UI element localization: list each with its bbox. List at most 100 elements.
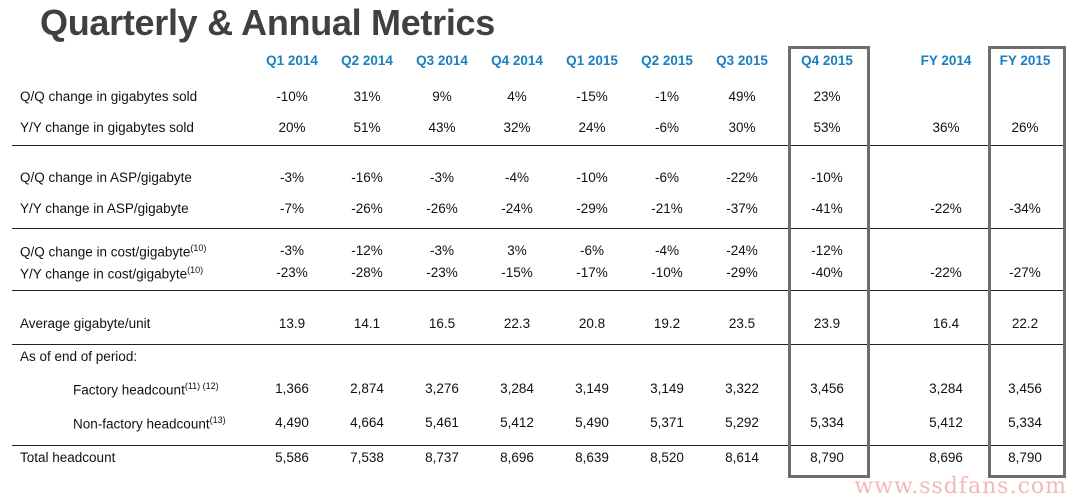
column-header: Q4 2014 — [491, 53, 543, 68]
table-cell: 5,490 — [575, 415, 609, 430]
row-label: Q/Q change in ASP/gigabyte — [20, 170, 192, 185]
table-cell: -24% — [501, 201, 533, 216]
table-cell: 5,412 — [500, 415, 534, 430]
table-cell: 43% — [428, 120, 456, 135]
row-label: Y/Y change in cost/gigabyte(10) — [20, 265, 204, 282]
column-header: Q4 2015 — [801, 53, 853, 68]
highlight-box-fy-2015 — [988, 46, 1066, 478]
table-cell: 19.2 — [653, 316, 681, 331]
table-cell: -40% — [811, 265, 843, 280]
table-cell: -22% — [930, 201, 962, 216]
table-cell: 14.1 — [353, 316, 381, 331]
footnote-ref: (10) — [187, 265, 204, 275]
table-cell: 31% — [353, 89, 381, 104]
highlight-box-q4-2015 — [788, 46, 870, 478]
table-cell: -27% — [1009, 265, 1041, 280]
table-cell: 1,366 — [275, 381, 309, 396]
table-cell: -4% — [654, 243, 679, 258]
table-cell: -12% — [811, 243, 843, 258]
table-cell: -29% — [576, 201, 608, 216]
table-cell: 23.5 — [728, 316, 756, 331]
table-cell: -3% — [429, 170, 454, 185]
row-label: Average gigabyte/unit — [20, 316, 151, 331]
row-label: Factory headcount(11) (12) — [73, 381, 219, 398]
table-cell: 3,276 — [425, 381, 459, 396]
column-header: Q2 2015 — [641, 53, 693, 68]
table-cell: 16.5 — [428, 316, 456, 331]
column-header: Q3 2014 — [416, 53, 468, 68]
table-cell: 3,322 — [725, 381, 759, 396]
table-cell: -3% — [279, 243, 304, 258]
table-cell: -17% — [576, 265, 608, 280]
table-cell: 3,456 — [810, 381, 844, 396]
table-cell: 3% — [507, 243, 527, 258]
table-cell: 5,586 — [275, 450, 309, 465]
row-label: Total headcount — [20, 450, 116, 465]
table-cell: -21% — [651, 201, 683, 216]
table-cell: 22.3 — [503, 316, 531, 331]
column-header: Q1 2015 — [566, 53, 618, 68]
table-cell: 20.8 — [578, 316, 606, 331]
table-cell: 3,456 — [1008, 381, 1042, 396]
table-cell: -22% — [726, 170, 758, 185]
column-header: FY 2014 — [920, 53, 972, 68]
divider — [12, 228, 1063, 229]
table-cell: -6% — [654, 170, 679, 185]
divider — [12, 145, 1063, 146]
table-cell: 8,696 — [500, 450, 534, 465]
table-cell: -10% — [576, 170, 608, 185]
table-cell: 8,790 — [810, 450, 844, 465]
table-cell: 36% — [932, 120, 960, 135]
table-cell: 5,334 — [810, 415, 844, 430]
table-cell: 8,696 — [929, 450, 963, 465]
column-header: FY 2015 — [999, 53, 1051, 68]
table-cell: -6% — [654, 120, 679, 135]
table-cell: 5,461 — [425, 415, 459, 430]
table-cell: 49% — [728, 89, 756, 104]
table-cell: 23.9 — [813, 316, 841, 331]
table-cell: -22% — [930, 265, 962, 280]
table-cell: -23% — [426, 265, 458, 280]
table-cell: -41% — [811, 201, 843, 216]
table-cell: -3% — [279, 170, 304, 185]
table-cell: -10% — [276, 89, 308, 104]
table-cell: 51% — [353, 120, 381, 135]
table-cell: 5,334 — [1008, 415, 1042, 430]
table-cell: -10% — [811, 170, 843, 185]
table-cell: 8,737 — [425, 450, 459, 465]
table-cell: 8,639 — [575, 450, 609, 465]
table-cell: 22.2 — [1011, 316, 1039, 331]
table-cell: 8,614 — [725, 450, 759, 465]
table-cell: -26% — [426, 201, 458, 216]
table-cell: 3,284 — [929, 381, 963, 396]
footnote-ref: (13) — [209, 415, 226, 425]
table-cell: 13.9 — [278, 316, 306, 331]
table-cell: 26% — [1011, 120, 1039, 135]
table-cell: 5,292 — [725, 415, 759, 430]
column-header: Q3 2015 — [716, 53, 768, 68]
table-cell: 32% — [503, 120, 531, 135]
table-cell: 4% — [507, 89, 527, 104]
column-header: Q2 2014 — [341, 53, 393, 68]
table-cell: -3% — [429, 243, 454, 258]
column-header: Q1 2014 — [266, 53, 318, 68]
table-cell: 3,149 — [650, 381, 684, 396]
table-cell: 4,490 — [275, 415, 309, 430]
table-cell: 4,664 — [350, 415, 384, 430]
table-cell: 8,790 — [1008, 450, 1042, 465]
table-cell: -15% — [501, 265, 533, 280]
table-cell: 5,412 — [929, 415, 963, 430]
table-cell: -1% — [654, 89, 679, 104]
row-label: Non-factory headcount(13) — [73, 415, 226, 432]
table-cell: 3,149 — [575, 381, 609, 396]
table-cell: -6% — [579, 243, 604, 258]
table-cell: 23% — [813, 89, 841, 104]
table-cell: -29% — [726, 265, 758, 280]
table-cell: 3,284 — [500, 381, 534, 396]
row-label: As of end of period: — [20, 349, 138, 364]
table-cell: -12% — [351, 243, 383, 258]
table-cell: 7,538 — [350, 450, 384, 465]
table-cell: -24% — [726, 243, 758, 258]
footnote-ref: (11) (12) — [184, 381, 219, 391]
table-cell: -23% — [276, 265, 308, 280]
